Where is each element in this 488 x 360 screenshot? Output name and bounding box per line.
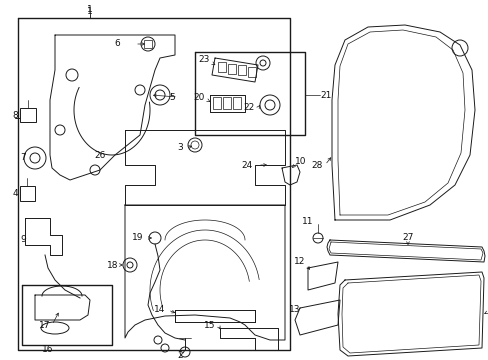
Bar	[213, 97, 221, 109]
Text: 23: 23	[198, 55, 209, 64]
Text: 10: 10	[294, 158, 306, 166]
Bar	[247, 67, 256, 77]
Text: 5: 5	[169, 93, 175, 102]
Text: 1: 1	[87, 8, 93, 17]
Text: 11: 11	[302, 217, 313, 226]
Text: 18: 18	[106, 261, 118, 270]
Text: 21: 21	[319, 90, 331, 99]
Text: 20: 20	[193, 93, 204, 102]
Text: 15: 15	[203, 320, 215, 329]
Text: 16: 16	[42, 346, 54, 355]
Bar	[227, 63, 236, 73]
Text: 28: 28	[311, 161, 323, 170]
Text: 6: 6	[114, 40, 120, 49]
Bar	[223, 97, 230, 109]
Text: 13: 13	[289, 306, 300, 315]
Bar	[218, 62, 225, 72]
Text: 8: 8	[12, 111, 18, 120]
Text: 17: 17	[39, 320, 50, 329]
Text: 25: 25	[487, 306, 488, 315]
Text: 1: 1	[87, 5, 93, 14]
Text: 14: 14	[153, 306, 164, 315]
Text: 2: 2	[177, 351, 183, 360]
Text: 26: 26	[94, 150, 105, 159]
Text: 12: 12	[293, 257, 305, 266]
Bar	[20, 108, 36, 122]
Text: 27: 27	[402, 233, 413, 242]
Text: 7: 7	[20, 153, 26, 162]
Text: 3: 3	[177, 144, 183, 153]
Text: 19: 19	[131, 234, 142, 243]
Bar	[232, 97, 241, 109]
Bar	[238, 65, 245, 75]
Text: 22: 22	[243, 104, 254, 112]
Text: 24: 24	[241, 161, 252, 170]
Bar	[20, 186, 35, 201]
Text: 4: 4	[12, 189, 18, 198]
Bar	[143, 40, 152, 48]
Text: 9: 9	[20, 235, 26, 244]
